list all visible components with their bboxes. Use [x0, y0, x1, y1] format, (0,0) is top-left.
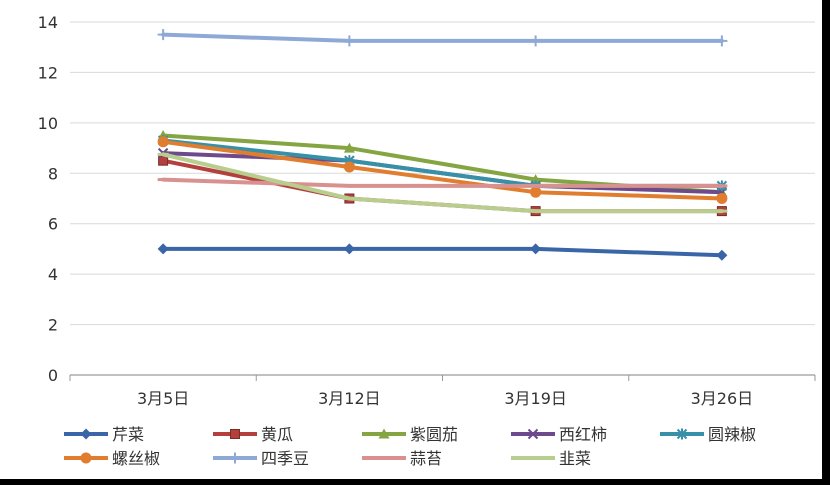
series-line [161, 177, 724, 188]
y-tick-label: 4 [48, 265, 58, 284]
axis-layer: 0 2 4 6 8 10 12 14 3月5日 3月12日 3月19日 3月26日 [38, 13, 816, 408]
y-tick-label: 8 [48, 164, 58, 183]
legend-item[interactable]: 紫圆茄 [362, 425, 458, 444]
data-point-marker [80, 452, 92, 464]
series-螺丝椒 [157, 136, 728, 204]
data-point-marker [676, 428, 688, 440]
series-韭菜 [157, 152, 728, 214]
series-四季豆 [157, 29, 728, 47]
chart-frame: 0 2 4 6 8 10 12 14 3月5日 3月12日 3月19日 3月26日 芹菜 黄瓜 紫圆茄 西红… [0, 0, 822, 479]
y-tick-label: 2 [48, 316, 58, 335]
data-point-marker [229, 452, 241, 464]
data-point-marker [343, 35, 355, 47]
legend-label: 圆辣椒 [708, 425, 756, 444]
legend-label: 西红柿 [559, 425, 607, 444]
data-point-marker [530, 35, 542, 47]
data-point-marker [343, 142, 355, 153]
legend-label: 芹菜 [112, 425, 144, 444]
legend-item[interactable]: 蒜苔 [362, 449, 442, 468]
y-tick-label: 14 [38, 13, 58, 32]
y-tick-label: 12 [38, 63, 58, 82]
legend-item[interactable]: 黄瓜 [213, 425, 293, 444]
data-point-marker [230, 429, 240, 439]
x-tick-label: 3月26日 [691, 389, 754, 408]
legend-item[interactable]: 四季豆 [213, 449, 309, 468]
data-point-marker [157, 29, 169, 41]
data-point-marker [716, 249, 728, 261]
data-point-marker [716, 35, 728, 47]
legend-label: 蒜苔 [410, 449, 442, 468]
y-tick-label: 10 [38, 114, 58, 133]
data-point-marker [527, 428, 539, 440]
legend-label: 韭菜 [559, 449, 591, 468]
legend-label: 黄瓜 [261, 425, 293, 444]
series-layer [157, 29, 728, 261]
legend-label: 紫圆茄 [410, 425, 458, 444]
data-point-marker [530, 186, 542, 198]
data-point-marker [716, 193, 728, 204]
series-line [161, 152, 724, 214]
data-point-marker [530, 243, 542, 255]
data-point-marker [343, 243, 355, 255]
series-蒜苔 [157, 177, 728, 188]
legend-item[interactable]: 圆辣椒 [660, 425, 756, 444]
data-point-marker [157, 243, 169, 255]
legend-item[interactable]: 西红柿 [511, 425, 607, 444]
x-tick-label: 3月5日 [137, 389, 189, 408]
x-tick-label: 3月12日 [318, 389, 381, 408]
data-point-marker [530, 174, 542, 185]
grid-layer [70, 21, 815, 326]
series-line [161, 246, 724, 258]
series-芹菜 [157, 243, 728, 261]
data-point-marker [157, 136, 169, 148]
y-tick-label: 6 [48, 215, 58, 234]
data-point-marker [343, 161, 355, 173]
data-point-marker [378, 428, 390, 439]
legend-label: 四季豆 [261, 449, 309, 468]
legend-item[interactable]: 芹菜 [64, 425, 144, 444]
legend-label: 螺丝椒 [112, 449, 160, 468]
y-tick-label: 0 [48, 366, 58, 385]
series-line [161, 139, 724, 201]
series-line [161, 32, 724, 43]
line-chart: 0 2 4 6 8 10 12 14 3月5日 3月12日 3月19日 3月26日 芹菜 黄瓜 紫圆茄 西红… [38, 13, 816, 468]
legend-item[interactable]: 螺丝椒 [64, 449, 160, 468]
data-point-marker [80, 428, 92, 440]
x-tick-label: 3月19日 [504, 389, 567, 408]
legend-item[interactable]: 韭菜 [511, 449, 591, 468]
